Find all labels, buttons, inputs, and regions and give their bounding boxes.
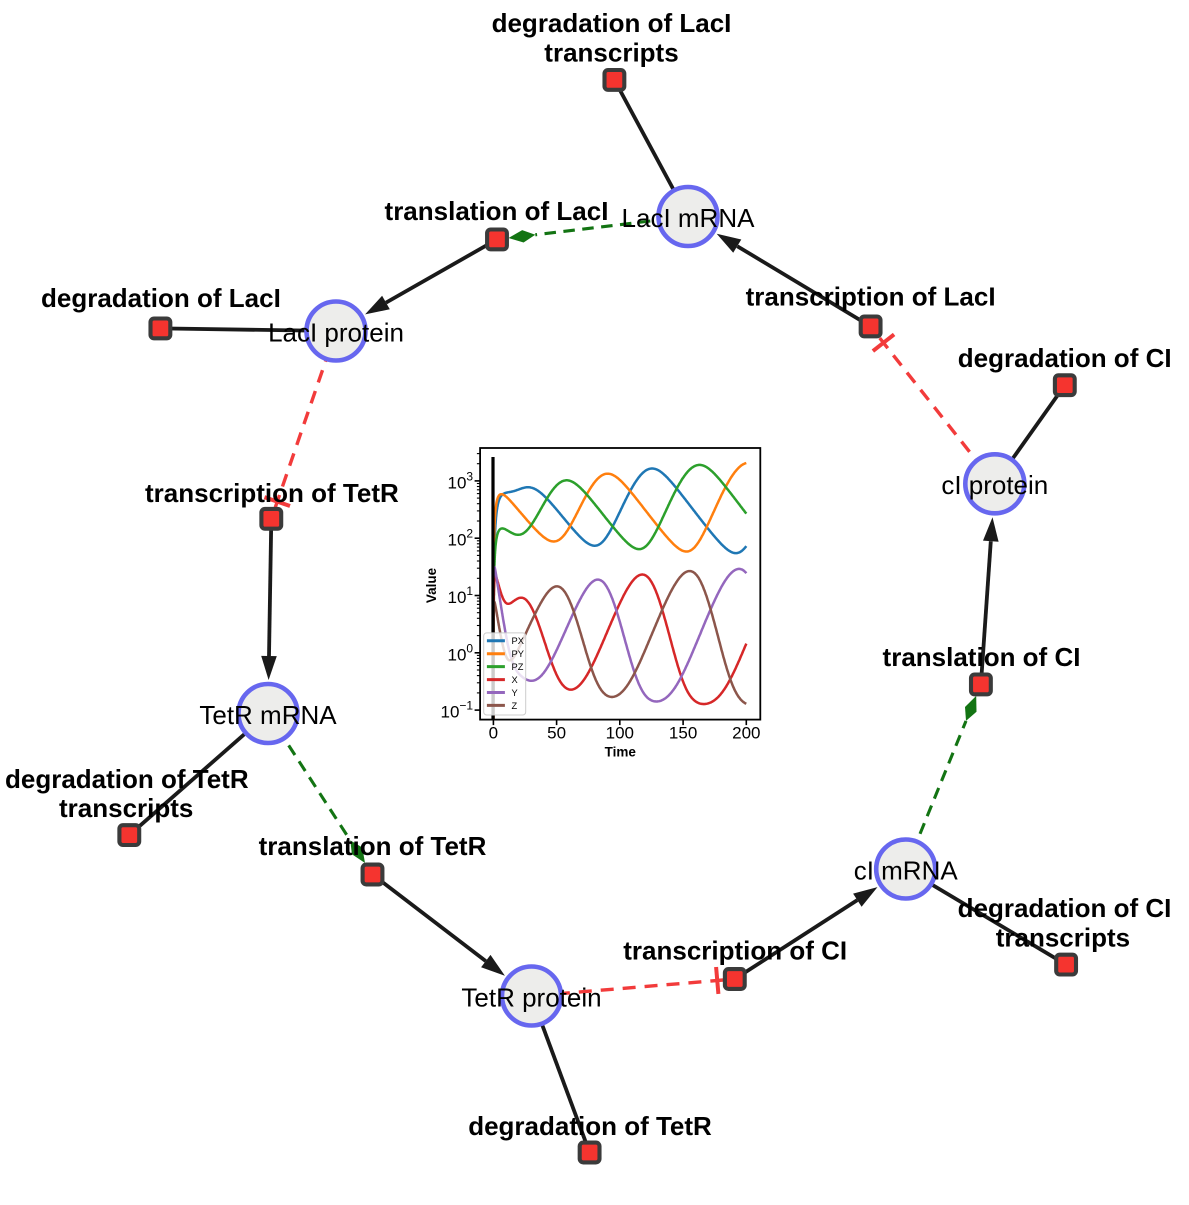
svg-text:transcripts: transcripts bbox=[996, 923, 1130, 953]
svg-text:cI protein: cI protein bbox=[941, 470, 1048, 500]
svg-text:transcripts: transcripts bbox=[544, 38, 678, 68]
svg-text:Time: Time bbox=[605, 744, 637, 759]
svg-text:PY: PY bbox=[512, 649, 524, 659]
svg-text:150: 150 bbox=[669, 724, 697, 743]
svg-text:degradation of CI: degradation of CI bbox=[958, 343, 1172, 373]
svg-text:transcription of LacI: transcription of LacI bbox=[746, 282, 996, 312]
svg-text:LacI protein: LacI protein bbox=[268, 317, 404, 347]
svg-text:degradation of LacI: degradation of LacI bbox=[41, 283, 281, 313]
svg-text:50: 50 bbox=[547, 724, 566, 743]
svg-text:translation of CI: translation of CI bbox=[883, 642, 1081, 672]
svg-text:100: 100 bbox=[606, 724, 634, 743]
svg-text:Value: Value bbox=[424, 567, 439, 603]
svg-text:Z: Z bbox=[512, 701, 518, 711]
svg-text:0: 0 bbox=[489, 724, 498, 743]
svg-text:translation of TetR: translation of TetR bbox=[259, 831, 487, 861]
svg-text:degradation of TetR: degradation of TetR bbox=[5, 764, 249, 794]
svg-text:translation of LacI: translation of LacI bbox=[385, 196, 609, 226]
svg-text:TetR mRNA: TetR mRNA bbox=[199, 700, 337, 730]
svg-text:transcripts: transcripts bbox=[59, 793, 193, 823]
svg-text:Y: Y bbox=[512, 688, 518, 698]
svg-text:PX: PX bbox=[512, 636, 524, 646]
svg-text:cI mRNA: cI mRNA bbox=[854, 855, 959, 885]
svg-text:X: X bbox=[512, 675, 518, 685]
svg-text:TetR protein: TetR protein bbox=[461, 982, 601, 1012]
svg-text:LacI mRNA: LacI mRNA bbox=[622, 203, 756, 233]
svg-text:transcription of CI: transcription of CI bbox=[623, 936, 847, 966]
svg-text:transcription of TetR: transcription of TetR bbox=[145, 478, 399, 508]
svg-text:degradation of CI: degradation of CI bbox=[958, 893, 1172, 923]
svg-text:degradation of TetR: degradation of TetR bbox=[468, 1111, 712, 1141]
svg-text:degradation of LacI: degradation of LacI bbox=[492, 8, 732, 38]
svg-text:PZ: PZ bbox=[512, 662, 524, 672]
svg-text:200: 200 bbox=[732, 724, 760, 743]
